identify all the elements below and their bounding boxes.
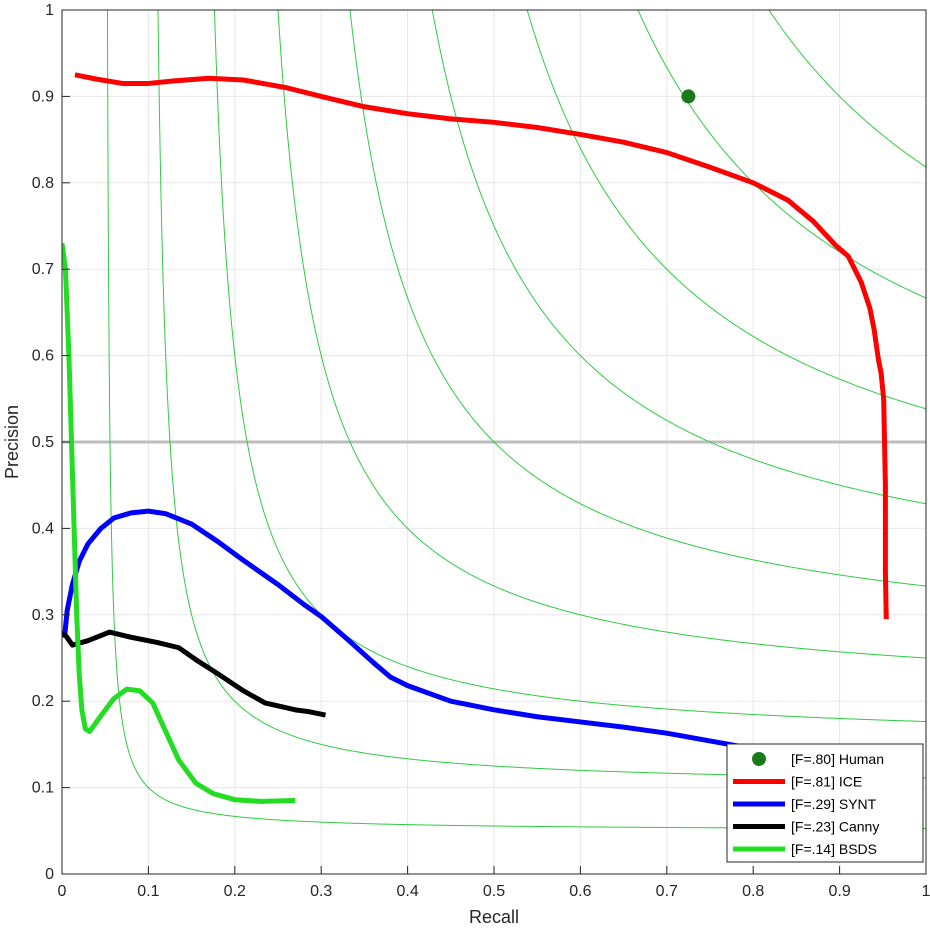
legend-entry-label: [F=.81] ICE [791,774,862,790]
iso-f-curves [106,10,926,830]
series-layer [62,72,889,804]
iso-f-curve [106,10,926,830]
iso-f-curve [349,10,926,587]
x-tick-label: 0.5 [483,883,505,900]
y-axis-ticks: 0 0.1 0.2 0.3 0.4 0.5 0.6 0.7 0.8 0.9 1 [32,2,70,883]
series-line [74,72,889,620]
x-axis-label: Recall [469,907,519,927]
x-tick-label: 0.9 [828,883,850,900]
y-tick-label: 1 [45,2,54,19]
x-axis-ticks: 0 0.1 0.2 0.3 0.4 0.5 0.6 0.7 0.8 0.9 1 [58,866,930,900]
series-line [62,242,296,804]
iso-f-curve [526,10,926,410]
x-tick-label: 0.2 [224,883,246,900]
legend: [F=.80] Human [F=.81] ICE [F=.29] SYNT [F=.… [726,743,924,863]
iso-f-curve [277,10,926,659]
legend-entry-label: [F=.14] BSDS [791,841,877,857]
x-tick-label: 0.6 [569,883,591,900]
y-axis-label: Precision [2,405,22,479]
legend-entry-label: [F=.29] SYNT [791,796,877,812]
legend-marker-human [752,752,766,766]
y-tick-label: 0.7 [32,261,54,278]
iso-f-curve [637,10,926,299]
y-tick-label: 0.3 [32,607,54,624]
human-point-layer [681,89,696,104]
x-tick-label: 1 [922,883,930,900]
legend-entry-label: [F=.80] Human [791,751,884,767]
x-tick-label: 0.7 [656,883,678,900]
y-tick-label: 0 [45,866,54,883]
x-tick-label: 0.8 [742,883,764,900]
x-tick-label: 0.1 [137,883,159,900]
y-tick-label: 0.5 [32,434,54,451]
x-tick-label: 0 [58,883,67,900]
x-tick-label: 0.4 [396,883,418,900]
y-tick-label: 0.9 [32,88,54,105]
y-tick-label: 0.1 [32,780,54,797]
iso-f-curve [431,10,926,505]
legend-entry-label: [F=.23] Canny [791,819,879,835]
y-tick-label: 0.8 [32,175,54,192]
y-tick-label: 0.2 [32,693,54,710]
y-tick-label: 0.6 [32,348,54,365]
y-tick-label: 0.4 [32,520,54,537]
iso-f-curve [768,10,926,168]
human-point [681,89,696,104]
x-tick-label: 0.3 [310,883,332,900]
iso-f-curve [157,10,926,779]
series-line [62,508,797,760]
